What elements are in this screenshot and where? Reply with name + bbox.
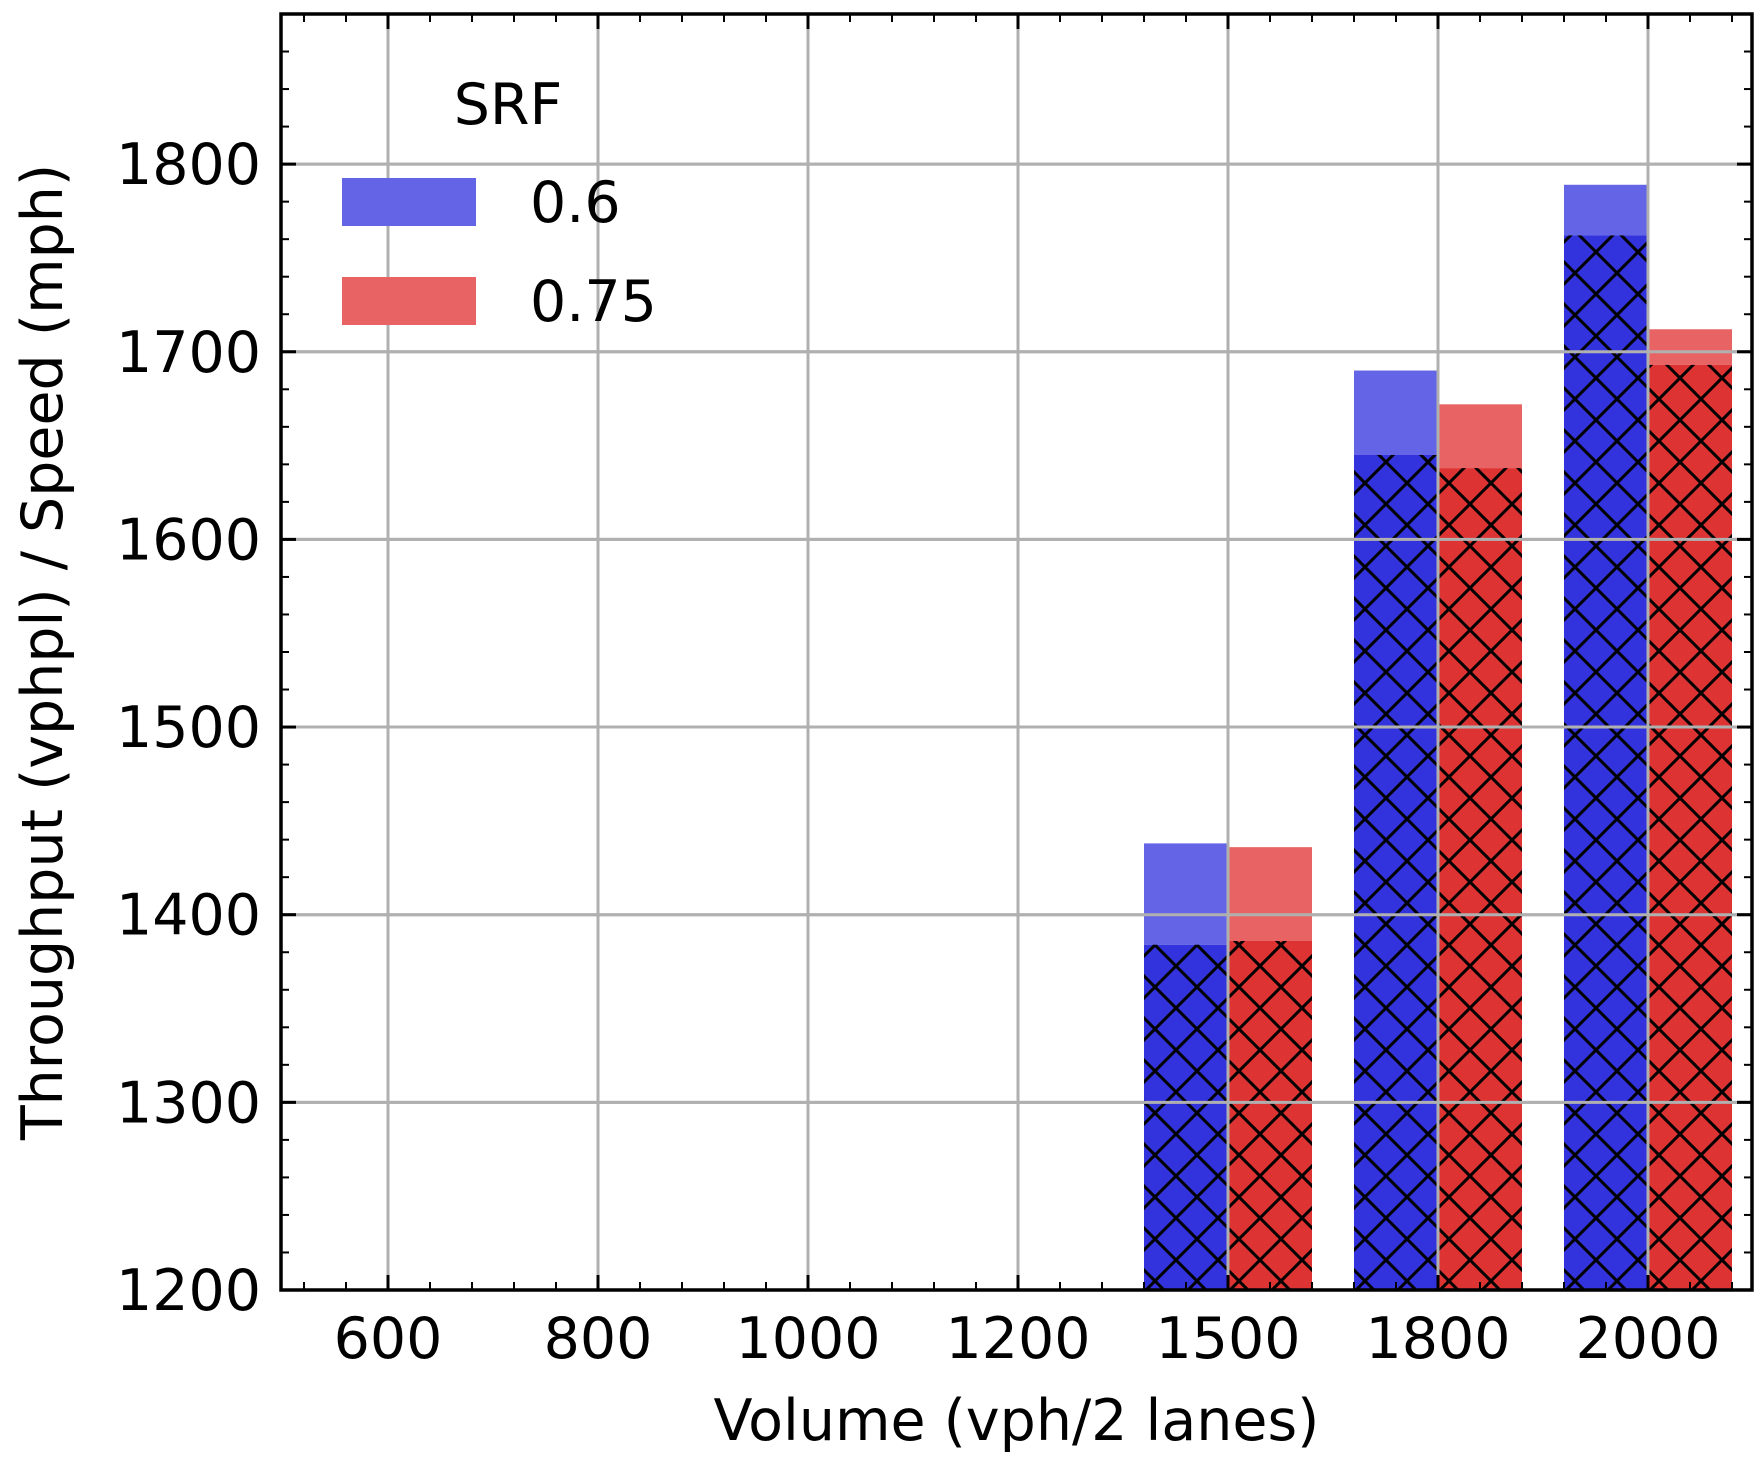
y-tick-label: 1700	[116, 320, 261, 386]
bar-hatch	[1228, 940, 1312, 1290]
y-tick-label: 1300	[116, 1070, 261, 1136]
legend-swatch	[342, 178, 476, 226]
bar-upper-segment	[1228, 847, 1312, 941]
bar-upper-segment	[1144, 843, 1228, 945]
x-tick-label: 2000	[1575, 1306, 1720, 1372]
y-tick-label: 1600	[116, 507, 261, 573]
bar-hatch	[1564, 235, 1648, 1290]
y-tick-label: 1800	[116, 132, 261, 198]
x-tick-label: 800	[544, 1306, 653, 1372]
bar-hatch	[1438, 468, 1522, 1290]
legend: SRF 0.6 0.75	[342, 72, 657, 335]
y-tick-label: 1200	[116, 1258, 261, 1324]
legend-label: 0.6	[530, 170, 621, 236]
legend-title: SRF	[454, 72, 563, 138]
bar-upper-segment	[1648, 329, 1732, 365]
y-tick-label: 1500	[116, 695, 261, 761]
bar-hatch	[1648, 364, 1732, 1290]
x-tick-label: 1000	[735, 1306, 880, 1372]
bar-upper-segment	[1564, 184, 1648, 236]
x-axis-label: Volume (vph/2 lanes)	[714, 1388, 1320, 1454]
bars	[281, 14, 1752, 1292]
bar-hatch	[1354, 454, 1438, 1290]
bar-upper-segment	[1438, 404, 1522, 469]
legend-swatch	[342, 277, 476, 325]
x-tick-label: 1800	[1365, 1306, 1510, 1372]
x-tick-label: 1200	[945, 1306, 1090, 1372]
x-tick-label: 600	[334, 1306, 443, 1372]
bar-upper-segment	[1354, 370, 1438, 455]
bar-hatch	[1144, 944, 1228, 1290]
legend-label: 0.75	[530, 269, 657, 335]
y-axis-label: Throughput (vphpl) / Speed (mph)	[10, 164, 76, 1141]
x-tick-label: 1500	[1155, 1306, 1300, 1372]
y-tick-label: 1400	[116, 883, 261, 949]
axes: 1200 1300 1400 1500 1600 1700 1800 600 800 1000 12…	[116, 12, 1754, 1372]
